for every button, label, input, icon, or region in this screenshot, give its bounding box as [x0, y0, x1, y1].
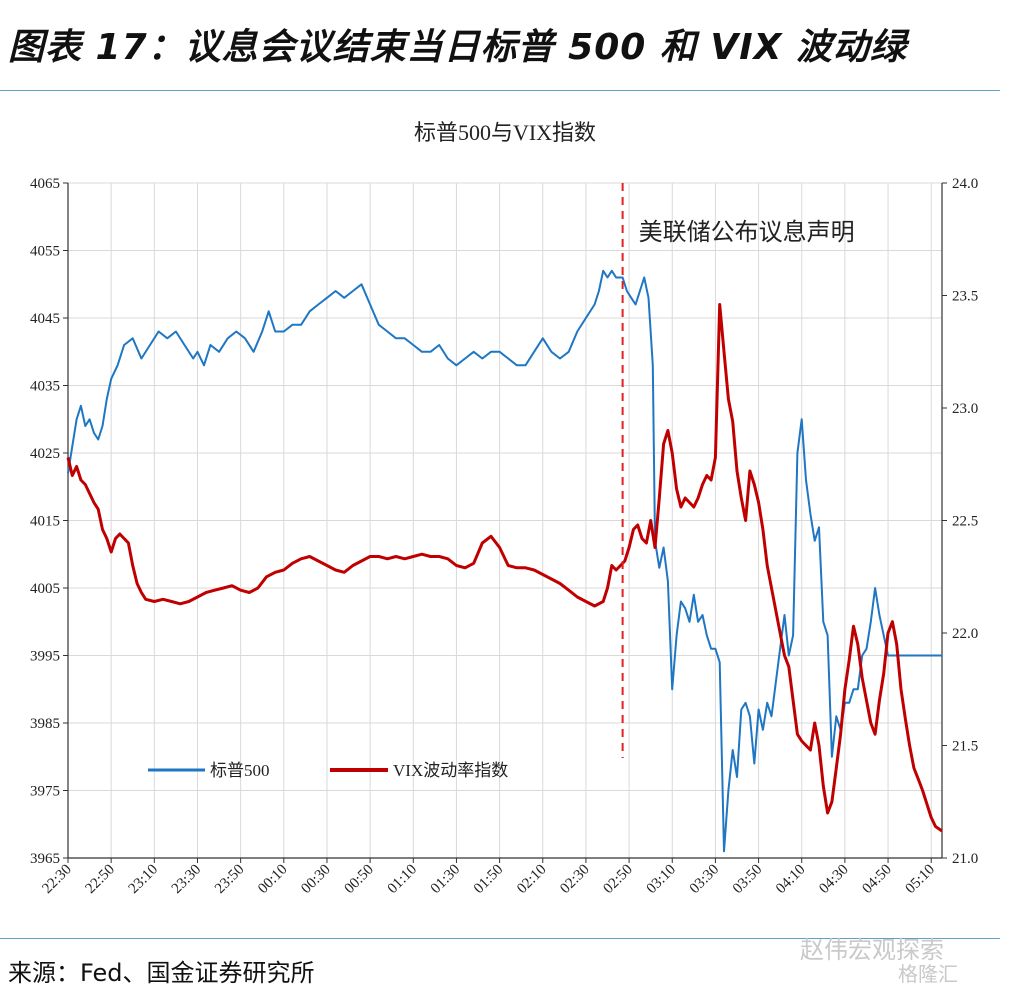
- x-tick-label: 01:10: [385, 862, 420, 897]
- x-tick-label: 02:30: [557, 862, 592, 897]
- series-line-vix: [66, 303, 943, 833]
- x-tick-label: 03:30: [687, 862, 722, 897]
- event-annotation: 美联储公布议息声明: [639, 219, 855, 246]
- x-tick-label: 04:30: [816, 862, 851, 897]
- y-right-tick-label: 23.0: [952, 401, 978, 417]
- x-tick-label: 23:30: [169, 862, 204, 897]
- y-left-tick-label: 3965: [30, 851, 60, 867]
- watermark: 赵伟宏观探索: [800, 936, 944, 964]
- x-tick-label: 22:50: [83, 862, 118, 897]
- chart: 标普500与VIX指数 4065 4055 4045 4035 4025 4015 4005 3…: [30, 120, 978, 897]
- top-rule: [0, 90, 1000, 91]
- y-right-tick-label: 21.5: [952, 739, 978, 755]
- chart-title: 标普500与VIX指数: [414, 120, 596, 145]
- legend-label-vix: VIX波动率指数: [393, 761, 508, 780]
- x-tick-label: 02:50: [600, 862, 635, 897]
- y-left-tick-label: 4025: [30, 446, 60, 462]
- x-tick-label: 23:10: [126, 862, 161, 897]
- y-right-tick-label: 22.0: [952, 626, 978, 642]
- y-right-tick-label: 22.5: [952, 514, 978, 530]
- y-right-tick-label: 24.0: [952, 176, 978, 192]
- y-right-tick-label: 21.0: [952, 851, 978, 867]
- y-right-tick-label: 23.5: [952, 289, 978, 305]
- x-tick-label: 03:10: [644, 862, 679, 897]
- page-title: 图表 17：议息会议结束当日标普 500 和 VIX 波动绿: [8, 27, 907, 68]
- x-tick-label: 01:30: [428, 862, 463, 897]
- y-left-tick-label: 4045: [30, 311, 60, 327]
- y-left-tick-label: 3975: [30, 784, 60, 800]
- y-left-tick-label: 4005: [30, 581, 60, 597]
- x-tick-label: 04:10: [773, 862, 808, 897]
- x-tick-label: 00:30: [298, 862, 333, 897]
- y-left-tick-label: 3995: [30, 649, 60, 665]
- y-left-tick-label: 4035: [30, 379, 60, 395]
- x-tick-label: 01:50: [471, 862, 506, 897]
- y-left-tick-label: 4065: [30, 176, 60, 192]
- series-line-spx500: [67, 269, 942, 853]
- source-note: 来源：Fed、国金证券研究所: [8, 959, 315, 987]
- x-tick-label: 00:10: [255, 862, 290, 897]
- x-tick-label: 04:50: [859, 862, 894, 897]
- y-left-tick-label: 4055: [30, 244, 60, 260]
- x-tick-label: 03:50: [730, 862, 765, 897]
- x-tick-label: 02:10: [514, 862, 549, 897]
- x-tick-label: 00:50: [341, 862, 376, 897]
- legend-label-spx500: 标普500: [210, 761, 270, 780]
- y-left-tick-label: 3985: [30, 716, 60, 732]
- x-tick-label: 05:10: [903, 862, 938, 897]
- watermark-logo-text: 格隆汇: [898, 962, 958, 986]
- y-left-tick-label: 4015: [30, 514, 60, 530]
- x-tick-label: 23:50: [212, 862, 247, 897]
- bottom-rule: [0, 938, 1000, 939]
